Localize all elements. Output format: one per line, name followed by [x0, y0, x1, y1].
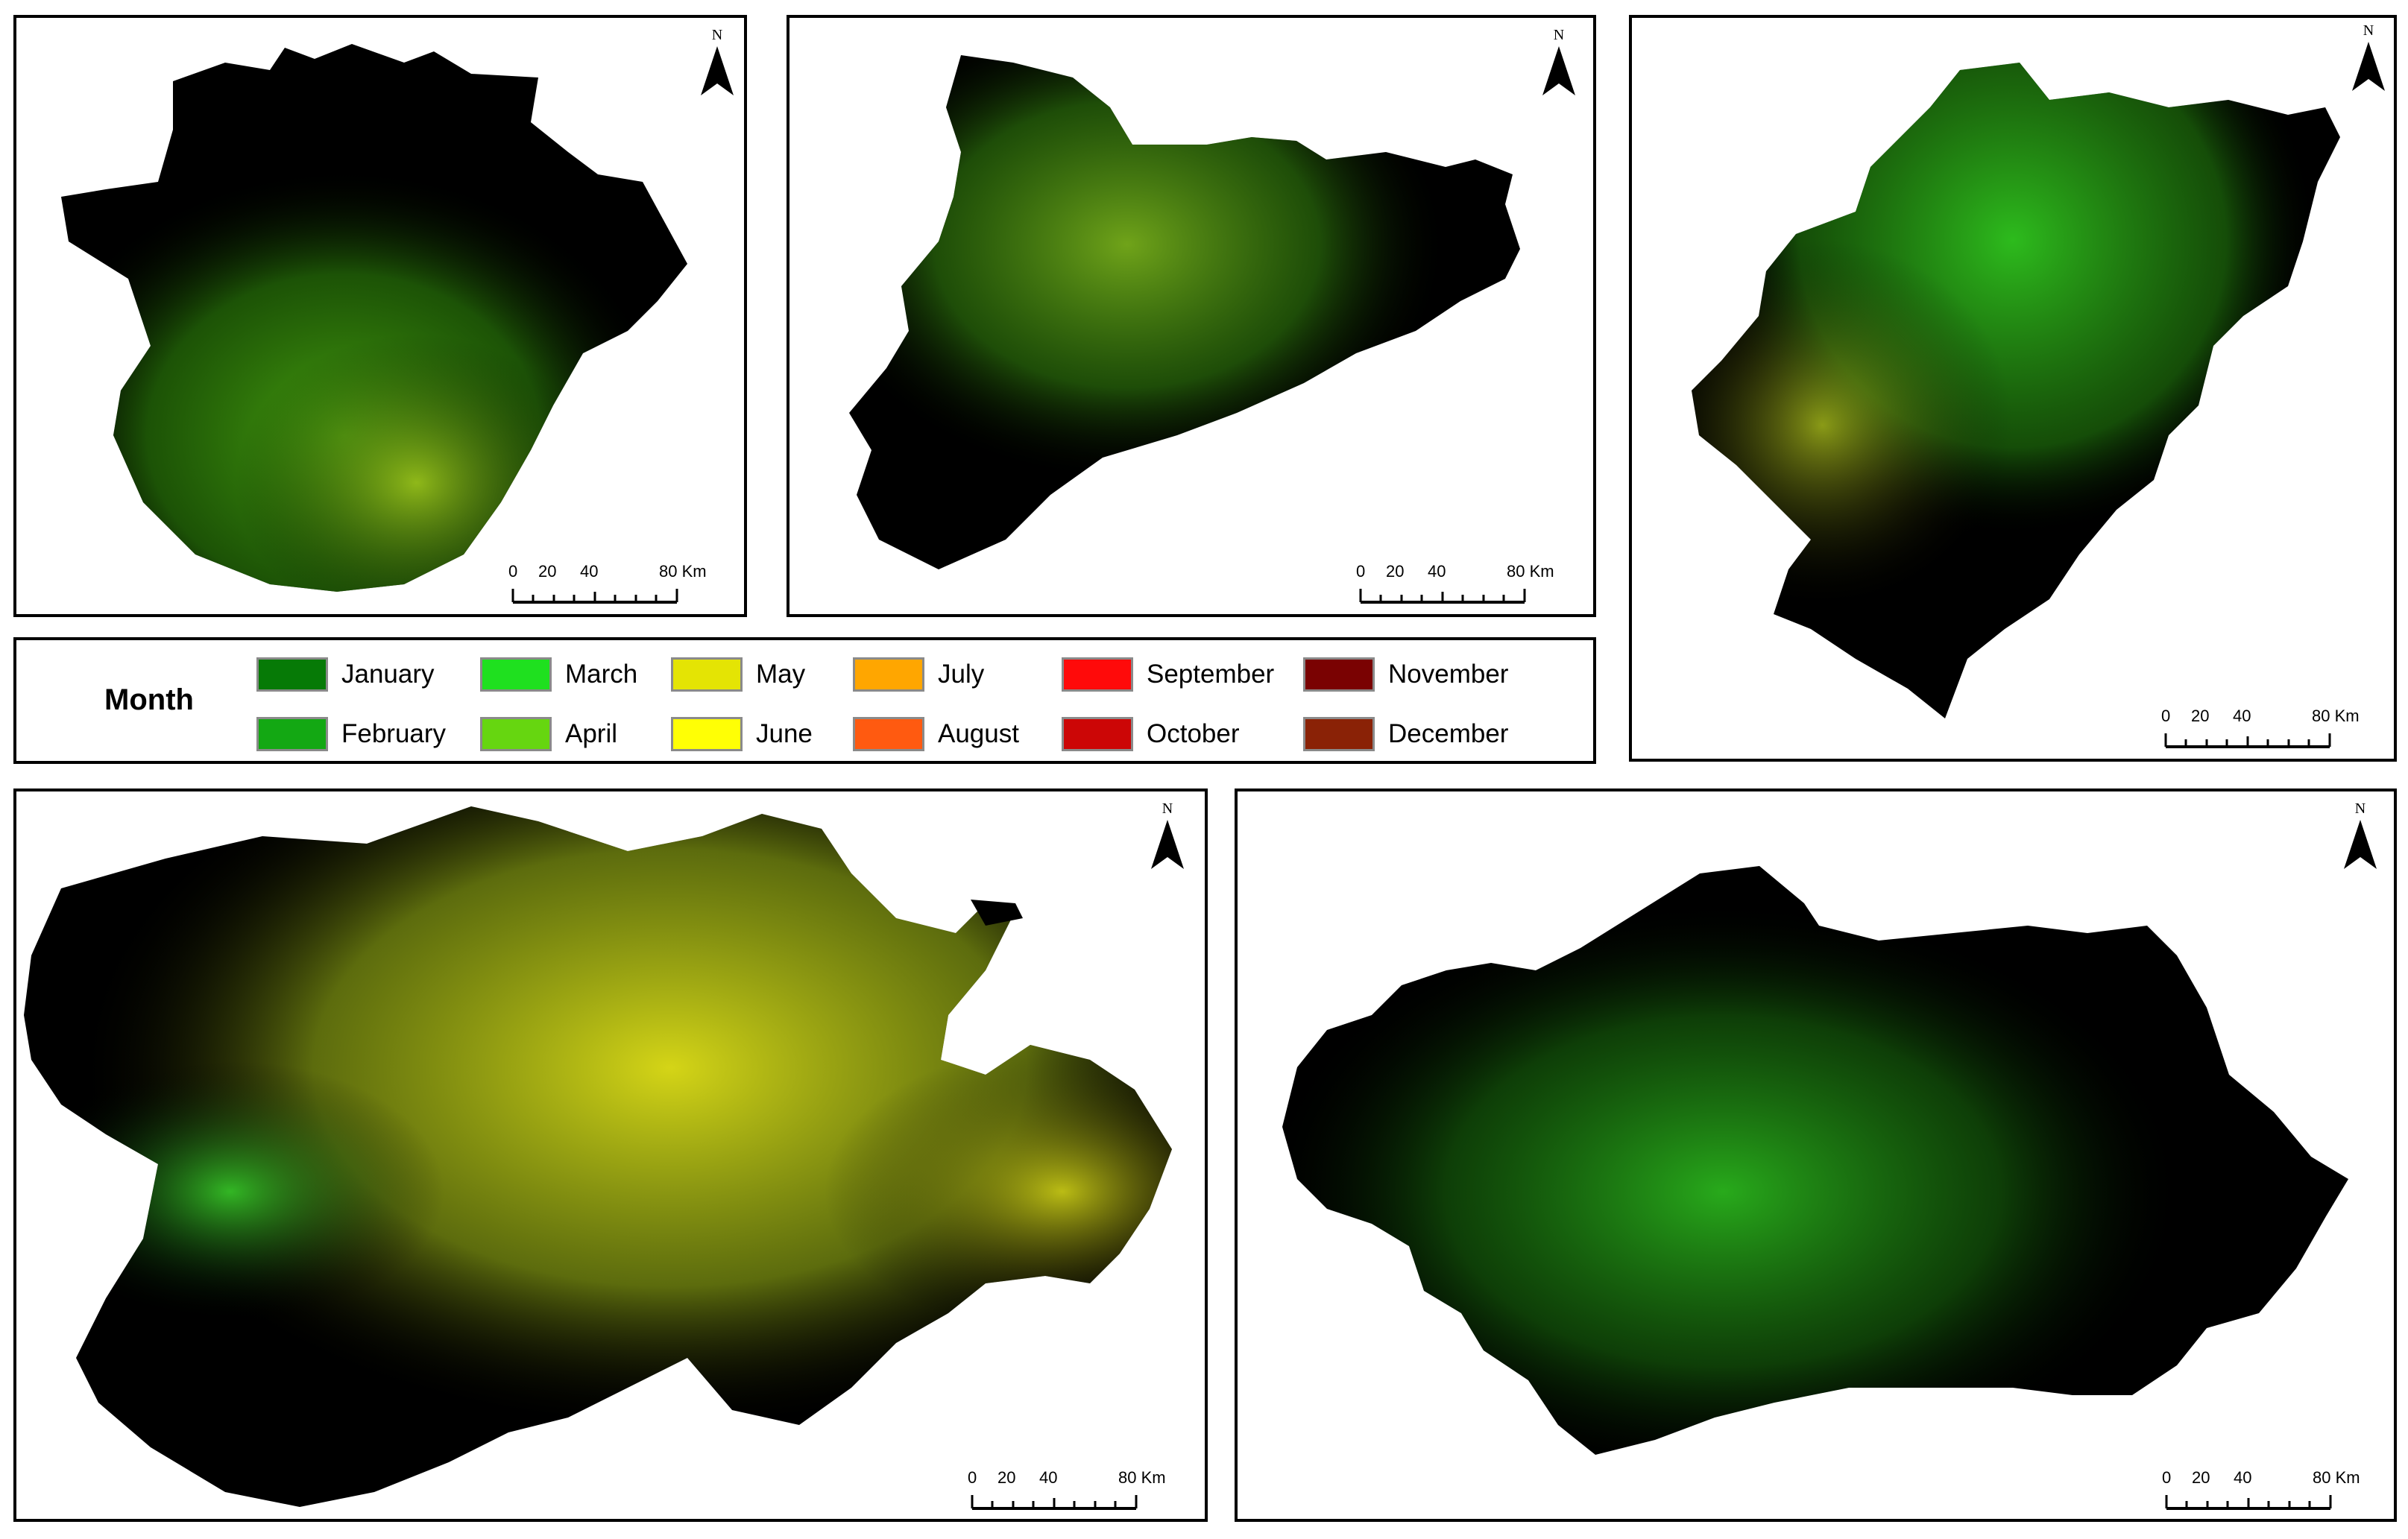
scale-bar-graphic: [971, 1495, 1138, 1510]
legend-swatch: [671, 657, 743, 692]
legend-swatch: [256, 657, 328, 692]
legend: Month January February March April May J…: [13, 637, 1596, 764]
legend-label: August: [938, 719, 1019, 748]
legend-label: December: [1388, 719, 1509, 748]
region-map-2: [849, 55, 1520, 569]
north-label: N: [711, 27, 723, 43]
region-map-4: [24, 806, 1172, 1507]
scale-tick-40: 40: [1039, 1468, 1058, 1487]
scale-bar-graphic: [1359, 589, 1526, 604]
north-arrow-icon: [1542, 46, 1575, 95]
legend-label: October: [1147, 719, 1240, 748]
scale-bar: 0 20 40 80 Km: [508, 562, 717, 614]
scale-tick-0: 0: [968, 1468, 977, 1487]
legend-label: July: [938, 660, 985, 689]
north-arrow: N: [1145, 800, 1190, 882]
north-arrow-icon: [1151, 820, 1184, 869]
scale-tick-40: 40: [2234, 1468, 2252, 1487]
legend-swatch: [1303, 717, 1375, 751]
north-label: N: [1162, 800, 1173, 817]
scale-tick-40: 40: [580, 562, 599, 581]
scale-tick-20: 20: [538, 562, 557, 581]
scale-tick-40: 40: [1428, 562, 1446, 581]
north-arrow-icon: [2344, 820, 2377, 869]
north-arrow-icon: [701, 46, 734, 95]
legend-label: January: [341, 660, 435, 689]
legend-label: February: [341, 719, 447, 748]
legend-swatch: [853, 657, 924, 692]
legend-swatch: [480, 717, 552, 751]
legend-swatch: [1062, 657, 1133, 692]
north-arrow-icon: [2352, 42, 2385, 91]
scale-bar: 0 20 40 80 Km: [2161, 707, 2370, 759]
scale-tick-80: 80 Km: [1507, 562, 1554, 581]
legend-swatch: [1303, 657, 1375, 692]
scale-tick-0: 0: [508, 562, 518, 581]
legend-label: March: [565, 660, 638, 689]
north-arrow: N: [2346, 22, 2391, 104]
scale-tick-80: 80 Km: [2312, 707, 2360, 725]
legend-swatch: [853, 717, 924, 751]
scale-tick-0: 0: [2161, 707, 2171, 725]
north-label: N: [2363, 22, 2374, 39]
north-label: N: [1553, 27, 1565, 43]
scale-tick-20: 20: [997, 1468, 1016, 1487]
scale-tick-20: 20: [1386, 562, 1405, 581]
legend-swatch: [256, 717, 328, 751]
region-map-5: [1282, 866, 2348, 1455]
scale-tick-80: 80 Km: [2313, 1468, 2360, 1487]
scale-bar: 0 20 40 80 Km: [2162, 1468, 2371, 1520]
scale-bar: 0 20 40 80 Km: [968, 1468, 1176, 1520]
map-panel-5: N 0 20 40 80 Km: [1235, 789, 2397, 1522]
region-map-1: [61, 44, 687, 592]
legend-label: June: [756, 719, 813, 748]
legend-label: November: [1388, 660, 1509, 689]
legend-label: September: [1147, 660, 1275, 689]
scale-tick-80: 80 Km: [1118, 1468, 1166, 1487]
legend-swatch: [671, 717, 743, 751]
map-panel-2: N 0 20 40 80 Km: [787, 15, 1596, 617]
scale-tick-80: 80 Km: [659, 562, 707, 581]
north-arrow: N: [695, 27, 740, 109]
scale-tick-0: 0: [1356, 562, 1366, 581]
map-panel-4: N 0 20 40 80 Km: [13, 789, 1208, 1522]
scale-bar-graphic: [2165, 1495, 2332, 1510]
scale-bar-graphic: [511, 589, 678, 604]
scale-tick-0: 0: [2162, 1468, 2172, 1487]
north-label: N: [2354, 800, 2366, 817]
map-panel-1: N 0 20 40 80 Km: [13, 15, 747, 617]
legend-swatch: [480, 657, 552, 692]
legend-label: April: [565, 719, 618, 748]
legend-swatch: [1062, 717, 1133, 751]
map-panel-3: N 0 20 40 80 Km: [1629, 15, 2397, 762]
scale-tick-20: 20: [2191, 707, 2210, 725]
scale-bar: 0 20 40 80 Km: [1356, 562, 1565, 614]
scale-tick-20: 20: [2192, 1468, 2210, 1487]
scale-bar-graphic: [2164, 733, 2331, 748]
region-map-3: [1692, 63, 2340, 718]
north-arrow: N: [1536, 27, 1581, 109]
scale-tick-40: 40: [2233, 707, 2251, 725]
north-arrow: N: [2338, 800, 2383, 882]
legend-label: May: [756, 660, 806, 689]
legend-title: Month: [104, 683, 194, 716]
